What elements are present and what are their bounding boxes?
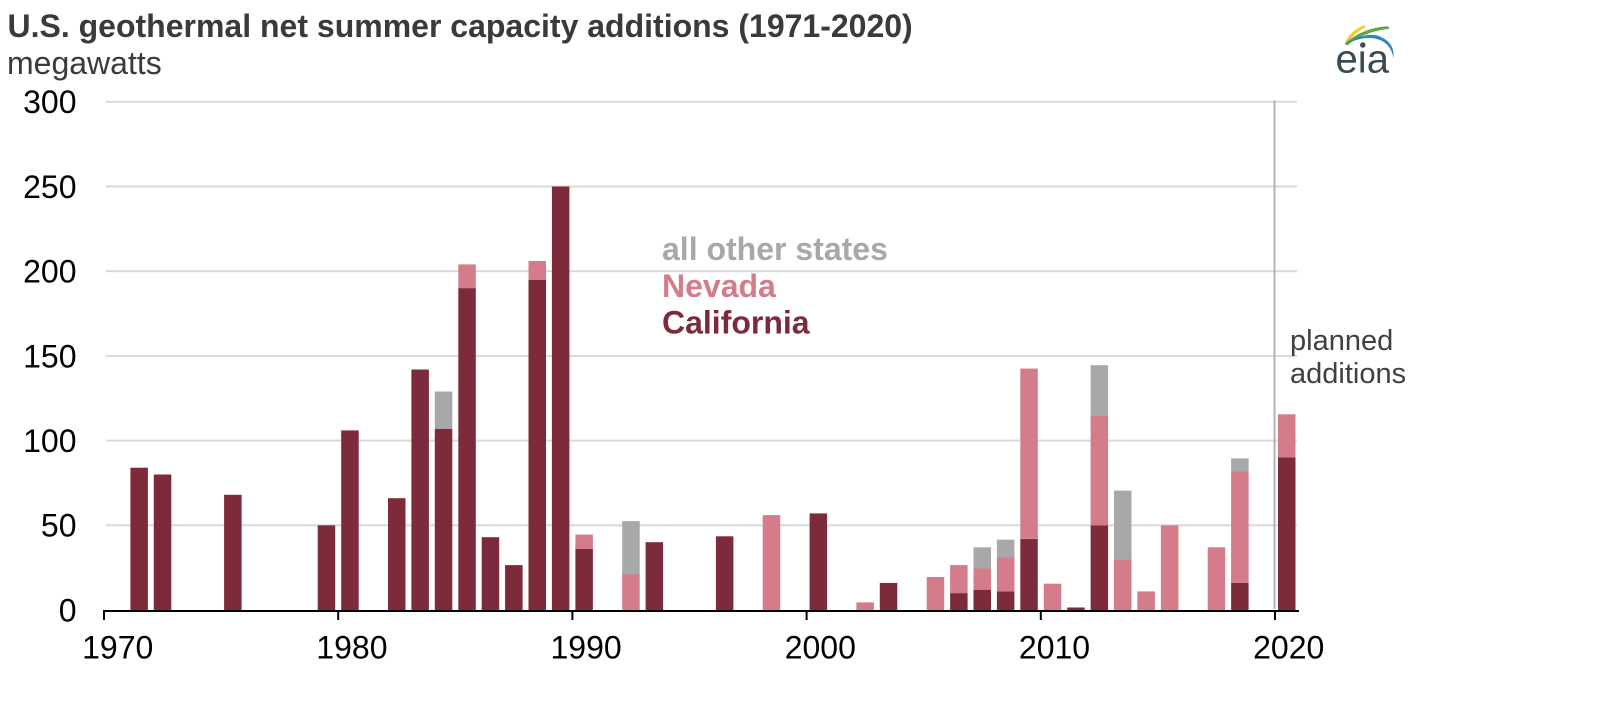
svg-text:2020: 2020 (1253, 630, 1324, 666)
svg-text:megawatts: megawatts (7, 45, 162, 81)
svg-text:eia: eia (1336, 37, 1390, 81)
svg-text:1970: 1970 (82, 630, 153, 666)
svg-text:Nevada: Nevada (662, 268, 776, 304)
svg-text:200: 200 (23, 254, 76, 290)
svg-text:1990: 1990 (551, 630, 622, 666)
svg-text:planned: planned (1290, 325, 1393, 357)
svg-text:U.S. geothermal net summer cap: U.S. geothermal net summer capacity addi… (8, 8, 913, 44)
svg-text:150: 150 (23, 338, 76, 374)
svg-text:additions: additions (1290, 358, 1406, 390)
svg-text:50: 50 (41, 508, 77, 544)
svg-text:0: 0 (59, 592, 77, 628)
svg-text:2000: 2000 (785, 630, 856, 666)
svg-text:2010: 2010 (1019, 630, 1090, 666)
svg-text:300: 300 (23, 84, 76, 120)
svg-text:1980: 1980 (316, 630, 387, 666)
svg-text:all other states: all other states (662, 231, 888, 267)
svg-text:California: California (662, 305, 810, 341)
svg-text:100: 100 (23, 423, 76, 459)
svg-text:250: 250 (23, 169, 76, 205)
